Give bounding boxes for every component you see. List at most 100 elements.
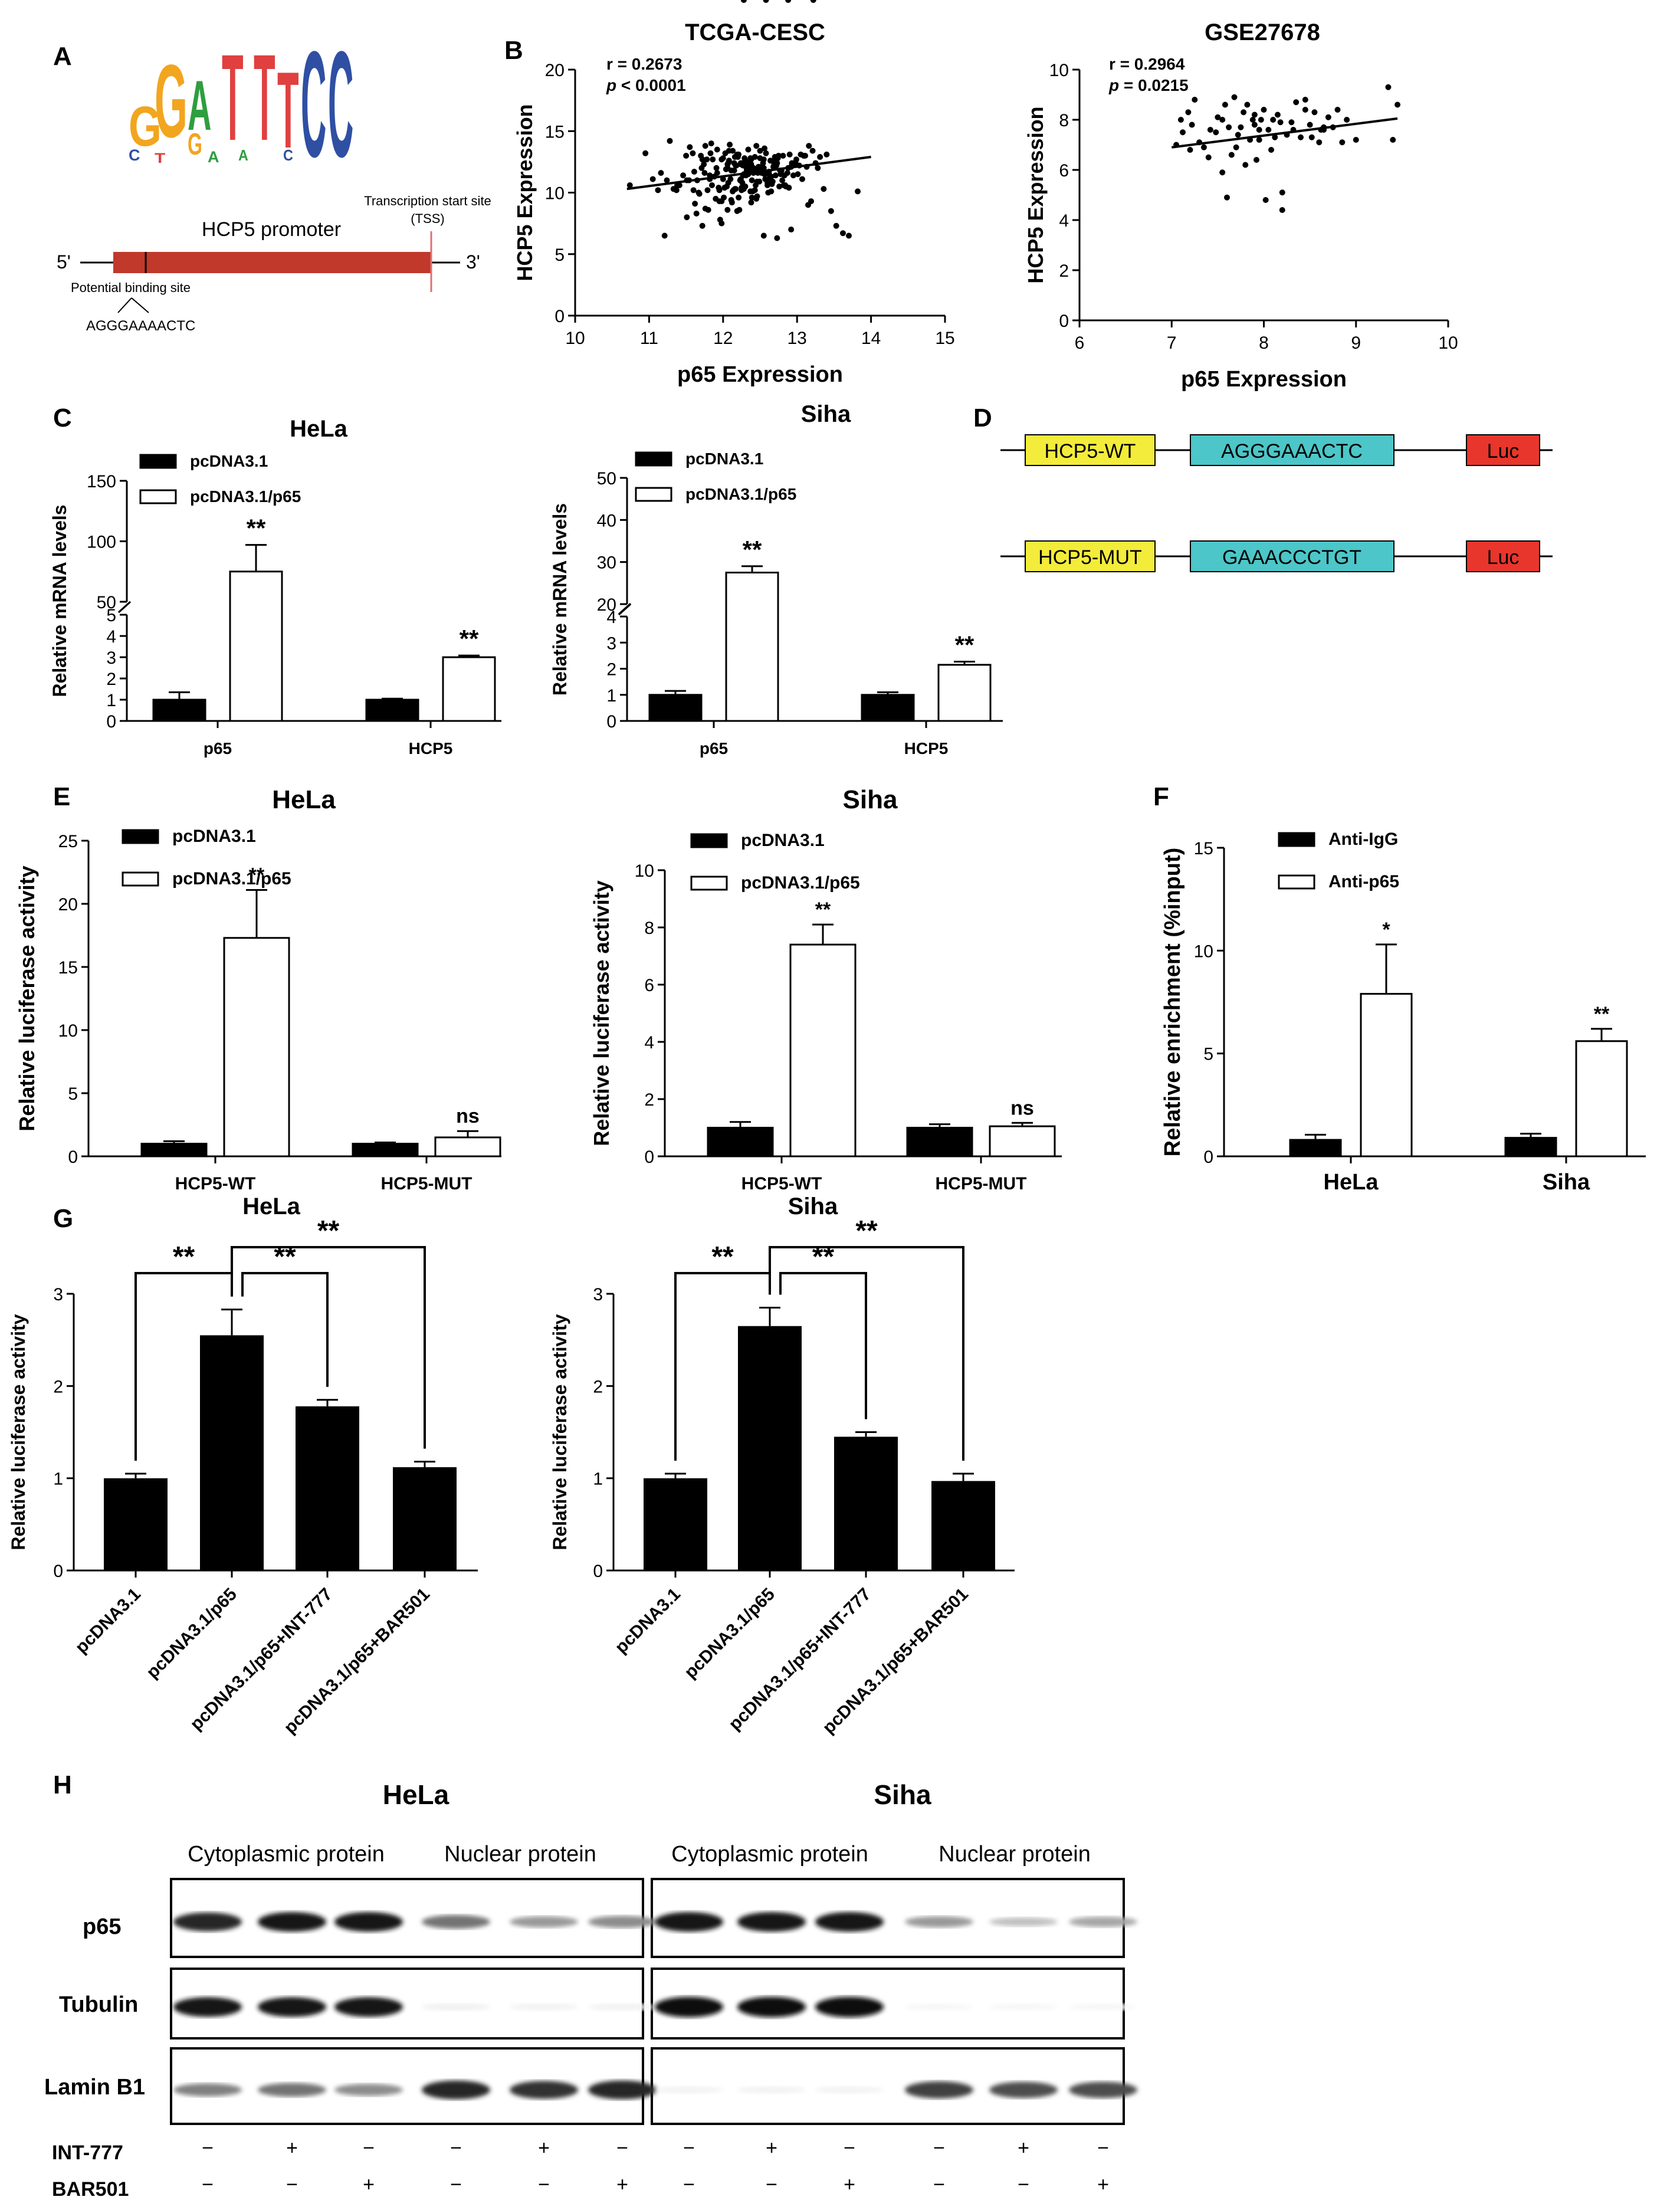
regression-line — [626, 156, 871, 191]
scatter-point — [1224, 194, 1230, 201]
scatter-point — [1192, 97, 1198, 103]
scatter-point — [1180, 129, 1186, 136]
y-tick-label: 20 — [597, 595, 616, 615]
y-tick-label: 40 — [597, 511, 616, 530]
logo-letter: C — [129, 146, 140, 164]
panel-label-g: G — [53, 1204, 73, 1233]
blot-band — [815, 1996, 884, 2018]
stat-r: r = 0.2673 — [606, 55, 682, 73]
scatter-point — [721, 194, 727, 201]
y-tick-label: 1 — [593, 1470, 603, 1489]
bar — [393, 1467, 457, 1570]
x-tick-label: HeLa — [1324, 1170, 1379, 1195]
x-tick-label: 9 — [1351, 333, 1361, 353]
blot-band — [510, 2081, 578, 2099]
chart-title: Siha — [788, 1193, 838, 1219]
y-tick-label: 8 — [1059, 111, 1069, 130]
treatment-sign: − — [683, 2173, 695, 2196]
scatter-point — [683, 152, 690, 159]
scatter-point — [788, 227, 795, 233]
panel-label-b: B — [504, 36, 523, 65]
panel-label-d: D — [973, 404, 992, 432]
x-tick-label: HCP5 — [409, 739, 453, 758]
scatter-point — [1265, 127, 1272, 133]
chart-luciferase-hela: HeLa 0 5 10 15 20 25 HCP5-WT HCP5-MUT ** ns pcDNA3.… — [15, 785, 501, 1193]
bar — [906, 1127, 973, 1158]
scatter-point — [698, 152, 704, 159]
y-tick-label: 0 — [606, 712, 616, 732]
bar — [937, 664, 992, 722]
logo-letter: C — [283, 147, 293, 164]
logo-letter: G — [129, 94, 162, 158]
blot-band — [334, 1997, 403, 2017]
bar — [140, 1143, 208, 1158]
scatter-point — [696, 191, 703, 197]
scatter-point — [1272, 134, 1278, 140]
scatter-point — [764, 182, 771, 188]
y-tick-label: 4 — [606, 608, 616, 627]
blot-band — [422, 2003, 490, 2011]
treatment-sign: − — [766, 2173, 777, 2196]
bar — [352, 1143, 419, 1158]
scatter-point — [760, 156, 767, 163]
logo-letter: A — [238, 147, 248, 164]
x-tick-label: Siha — [1543, 1170, 1590, 1195]
treatment-sign: − — [286, 2173, 298, 2196]
legend-swatch — [139, 489, 177, 504]
chart-gse27678: GSE27678 r = 0.2964 p = 0.0215 0 2 4 6 8 10 6 7 8 9 1… — [1023, 19, 1458, 392]
y-tick-label: 2 — [53, 1377, 63, 1396]
tss-abbrev: (TSS) — [411, 211, 444, 226]
logo-letter: G — [155, 44, 188, 159]
scatter-point — [774, 160, 780, 166]
scatter-point — [760, 232, 767, 239]
blot-band — [173, 1997, 242, 2017]
chart-luciferase-siha: Siha 0 2 4 6 8 10 HCP5-WT HCP5-MUT ** ns pcDNA3.1 pc… — [589, 785, 1062, 1193]
y-tick-label: 10 — [545, 184, 565, 204]
significance-bracket — [769, 1246, 964, 1461]
y-tick-label: 0 — [554, 307, 565, 326]
bar — [707, 1127, 774, 1158]
construct-name: HCP5-WT — [1045, 440, 1136, 463]
fraction-label: Cytoplasmic protein — [188, 1842, 385, 1867]
stat-r: r = 0.2964 — [1109, 55, 1185, 73]
binding-site-sequence: AGGGAAAACTC — [86, 318, 195, 334]
significance-bracket — [231, 1246, 426, 1449]
blot-band — [510, 2003, 578, 2011]
three-prime-label: 3' — [466, 251, 480, 273]
binding-site-pointer — [117, 297, 132, 313]
scatter-point — [687, 144, 693, 150]
blot-band — [258, 1912, 326, 1932]
blot-band — [173, 2083, 242, 2097]
chart-title: HeLa — [272, 785, 336, 814]
scatter-point — [690, 150, 696, 156]
treatment-label: BAR501 — [52, 2178, 129, 2201]
y-axis-label: HCP5 Expression — [1023, 106, 1048, 283]
y-tick-label: 50 — [597, 469, 616, 488]
blot-row-label: p65 — [83, 1914, 121, 1939]
x-tick-label: pcDNA3.1/p65 — [143, 1585, 241, 1683]
scatter-point — [727, 176, 734, 182]
x-tick-label: pcDNA3.1 — [611, 1585, 684, 1658]
x-tick-label: HCP5-WT — [741, 1174, 822, 1193]
scatter-point — [1177, 117, 1184, 123]
legend-label: pcDNA3.1 — [741, 831, 825, 850]
significance-mark: ** — [955, 631, 974, 659]
bar — [648, 694, 703, 722]
scatter-point — [1279, 189, 1285, 196]
scatter-point — [1244, 101, 1251, 108]
scatter-point — [691, 169, 697, 175]
scatter-point — [1274, 112, 1281, 118]
scatter-point — [658, 170, 664, 176]
y-tick-label: 5 — [68, 1084, 78, 1104]
scatter-point — [768, 173, 775, 180]
blot-band — [1069, 2003, 1137, 2011]
scatter-point — [718, 220, 725, 227]
scatter-point — [752, 154, 758, 160]
legend-label: Anti-p65 — [1328, 872, 1399, 891]
y-tick-label: 25 — [58, 832, 78, 851]
scatter-point — [1307, 122, 1313, 128]
x-tick-label: pcDNA3.1 — [71, 1585, 145, 1658]
scatter-point — [795, 171, 801, 178]
scatter-point — [707, 150, 714, 156]
